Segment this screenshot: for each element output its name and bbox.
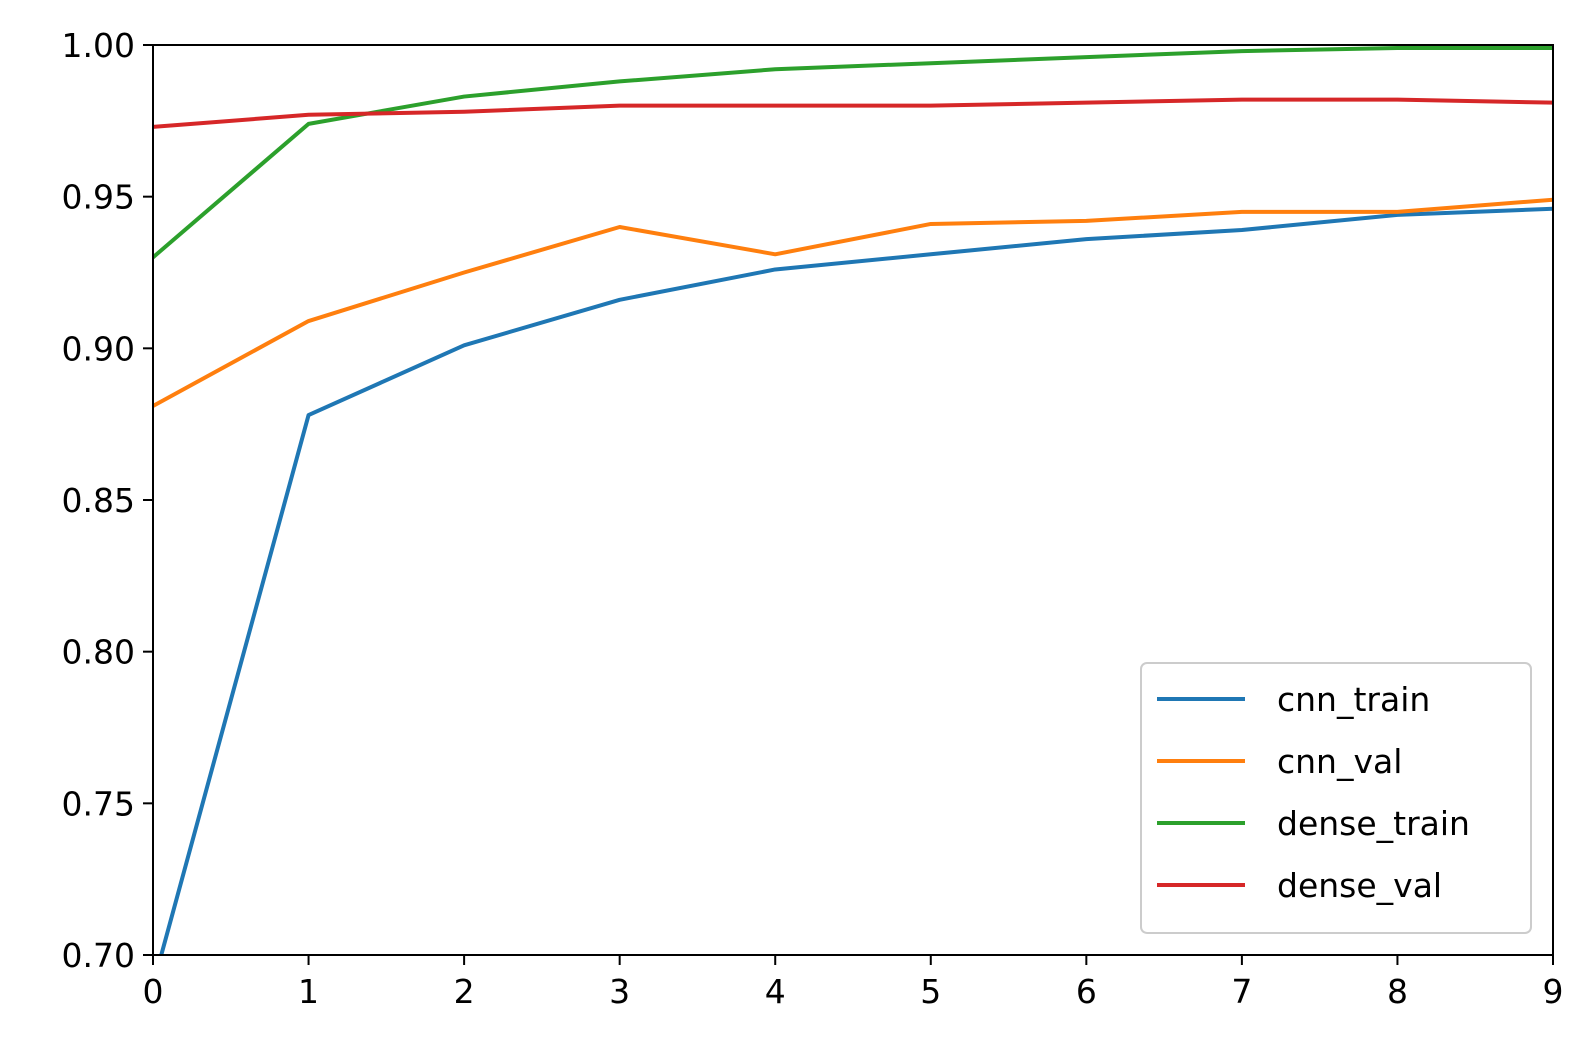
x-tick-label: 5 xyxy=(920,972,941,1011)
y-tick-label: 0.75 xyxy=(62,784,135,823)
series-layer xyxy=(153,46,1553,955)
legend-label-cnn-val: cnn_val xyxy=(1277,742,1402,781)
legend-box xyxy=(1140,662,1532,934)
legend: cnn_train cnn_val dense_train dense_val xyxy=(1140,662,1532,934)
x-tick-label: 1 xyxy=(298,972,319,1011)
x-tick-label: 4 xyxy=(765,972,786,1011)
x-tick-label: 7 xyxy=(1231,972,1252,1011)
x-tick-label: 0 xyxy=(143,972,164,1011)
legend-label-dense-train: dense_train xyxy=(1277,804,1470,843)
y-axis: 0.70 0.75 0.80 0.85 0.90 0.95 1.00 xyxy=(62,26,153,975)
series-line-dense-val xyxy=(153,97,1553,129)
series-line-dense-train xyxy=(153,46,1553,260)
y-tick-label: 1.00 xyxy=(62,26,135,65)
x-tick-label: 8 xyxy=(1387,972,1408,1011)
series-line-cnn-train xyxy=(159,206,1553,955)
y-tick-label: 0.70 xyxy=(62,936,135,975)
legend-label-dense-val: dense_val xyxy=(1277,866,1442,905)
x-tick-label: 9 xyxy=(1543,972,1564,1011)
x-tick-label: 2 xyxy=(454,972,475,1011)
x-tick-label: 6 xyxy=(1076,972,1097,1011)
y-tick-label: 0.80 xyxy=(62,633,135,672)
legend-label-cnn-train: cnn_train xyxy=(1277,680,1430,719)
y-tick-label: 0.90 xyxy=(62,329,135,368)
x-axis: 0 1 2 3 4 5 6 7 8 9 xyxy=(143,955,1564,1011)
y-tick-label: 0.95 xyxy=(62,178,135,217)
y-tick-label: 0.85 xyxy=(62,481,135,520)
series-line-cnn-val xyxy=(153,197,1553,409)
x-tick-label: 3 xyxy=(609,972,630,1011)
